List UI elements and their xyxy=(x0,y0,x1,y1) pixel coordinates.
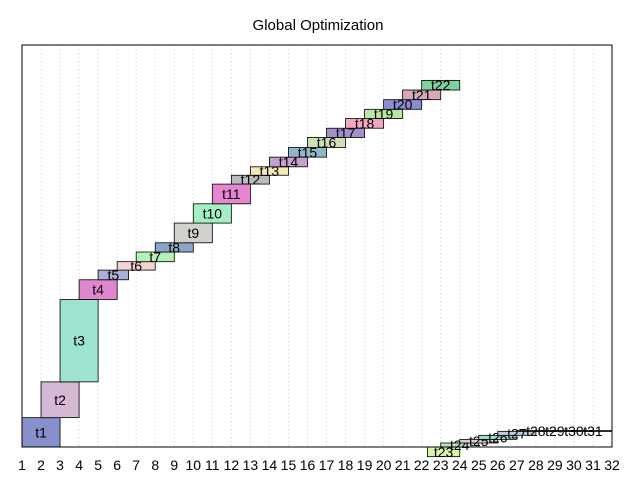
x-tick-label: 5 xyxy=(94,457,102,473)
x-tick-label: 9 xyxy=(170,457,178,473)
task-label: t10 xyxy=(203,205,223,221)
task-label: t3 xyxy=(73,333,85,349)
x-tick-label: 23 xyxy=(433,457,449,473)
task-label: t8 xyxy=(168,239,180,255)
x-tick-label: 12 xyxy=(224,457,240,473)
task-t9: t9 xyxy=(173,222,213,244)
task-label: t21 xyxy=(412,87,432,103)
task-label: t19 xyxy=(374,106,394,122)
x-tick-label: 8 xyxy=(151,457,159,473)
task-label: t9 xyxy=(187,225,199,241)
x-tick-label: 19 xyxy=(357,457,373,473)
x-tick-label: 30 xyxy=(566,457,582,473)
x-tick-label: 25 xyxy=(471,457,487,473)
task-t3: t3 xyxy=(59,299,99,383)
x-tick-label: 7 xyxy=(132,457,140,473)
task-label: t1 xyxy=(35,424,47,440)
task-t20: t20 xyxy=(383,96,423,112)
task-bar xyxy=(97,269,129,281)
x-tick-label: 11 xyxy=(205,457,220,473)
task-label: t18 xyxy=(355,115,375,131)
task-label: t6 xyxy=(130,258,142,274)
task-t31: t31 xyxy=(573,423,613,439)
x-tick-label: 27 xyxy=(509,457,525,473)
x-tick-label: 6 xyxy=(113,457,121,473)
x-tick-label: 18 xyxy=(338,457,354,473)
task-t1: t1 xyxy=(21,417,61,448)
chart-title: Global Optimization xyxy=(253,17,384,34)
x-tick-label: 29 xyxy=(547,457,563,473)
task-label: t20 xyxy=(393,96,413,112)
x-tick-label: 1 xyxy=(18,457,26,473)
task-bar xyxy=(59,299,99,383)
task-label: t7 xyxy=(149,249,161,265)
task-label: t4 xyxy=(92,282,104,298)
task-label: t22 xyxy=(431,77,451,93)
x-tick-label: 15 xyxy=(281,457,297,473)
task-label: t17 xyxy=(336,125,356,141)
task-label: t5 xyxy=(108,267,120,283)
x-tick-label: 22 xyxy=(414,457,430,473)
grid-lines xyxy=(21,45,613,447)
x-axis-ticks: 1 2 3 4 5 6 7 8 9 10 11 12 13 14 15 16 17 18 19 20 21 22 23 24 2… xyxy=(18,457,620,473)
x-tick-label: 28 xyxy=(528,457,544,473)
x-tick-label: 3 xyxy=(56,457,64,473)
task-label: t2 xyxy=(54,392,66,408)
plot-frame xyxy=(21,44,613,448)
task-bars: t1t2t3t4t5t6t7t8t9t10t11t12t13t14t15t16t… xyxy=(21,77,613,460)
task-label: t14 xyxy=(279,154,299,170)
task-label: t27 xyxy=(507,425,527,441)
task-label: t16 xyxy=(317,134,337,150)
task-t22: t22 xyxy=(421,77,461,93)
task-label: t23 xyxy=(434,444,454,460)
task-label: t11 xyxy=(222,186,241,202)
x-tick-label: 16 xyxy=(300,457,316,473)
x-tick-label: 14 xyxy=(262,457,278,473)
x-tick-label: 32 xyxy=(604,457,620,473)
x-tick-label: 26 xyxy=(490,457,506,473)
x-tick-label: 2 xyxy=(37,457,45,473)
task-label: t31 xyxy=(583,423,603,439)
task-bar xyxy=(421,79,461,91)
x-tick-label: 10 xyxy=(186,457,202,473)
task-bar xyxy=(40,381,80,419)
task-t2: t2 xyxy=(40,381,80,419)
x-tick-label: 20 xyxy=(376,457,392,473)
task-t11: t11 xyxy=(211,183,251,205)
task-t5: t5 xyxy=(97,267,129,283)
task-label: t12 xyxy=(241,172,261,188)
task-label: t15 xyxy=(298,144,318,160)
x-tick-label: 21 xyxy=(395,457,411,473)
x-tick-label: 17 xyxy=(319,457,335,473)
x-tick-label: 24 xyxy=(452,457,468,473)
task-t10: t10 xyxy=(192,203,232,224)
x-tick-label: 13 xyxy=(243,457,259,473)
x-tick-label: 4 xyxy=(75,457,83,473)
x-tick-label: 31 xyxy=(585,457,601,473)
